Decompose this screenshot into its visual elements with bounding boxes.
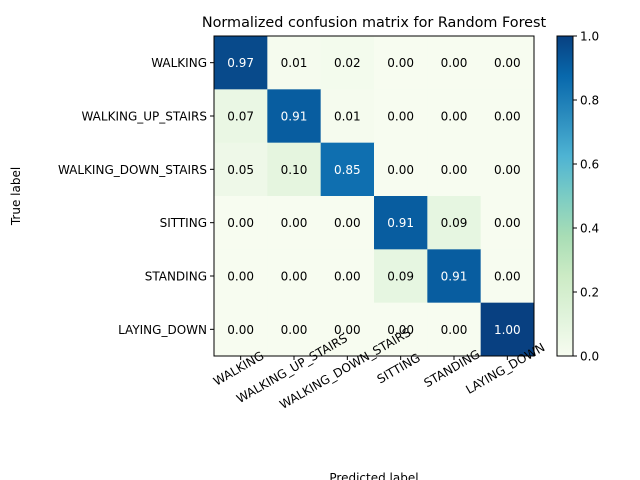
heatmap-cell (267, 196, 322, 250)
heatmap-cell (427, 36, 482, 90)
cell-value-label: 0.00 (441, 163, 468, 177)
heatmap-cell (374, 196, 428, 250)
heatmap-cell (214, 249, 268, 304)
heatmap-cell (480, 302, 535, 357)
cell-value-label: 0.00 (281, 216, 308, 230)
y-tick-label: LAYING_DOWN (118, 323, 207, 337)
y-axis-ticks: WALKING WALKING_UP_STAIRS WALKING_DOWN_STA… (58, 56, 214, 337)
y-tick-label: WALKING_DOWN_STAIRS (58, 163, 207, 177)
cell-value-label: 0.00 (494, 56, 521, 70)
heatmap-cell (320, 196, 375, 250)
cell-value-label: 0.05 (227, 163, 254, 177)
heatmap-cell (320, 142, 375, 197)
cell-value-label: 0.00 (227, 216, 254, 230)
cell-value-label: 0.91 (281, 110, 308, 124)
cell-value-label: 0.85 (334, 163, 361, 177)
cell-value-label: 0.00 (281, 323, 308, 337)
cell-value-labels: 0.97 0.01 0.02 0.00 0.00 0.00 0.07 0.91 0.01 0.00… (227, 56, 520, 337)
heatmap-cell (320, 302, 375, 357)
heatmap-cell (214, 89, 268, 144)
cell-value-label: 0.00 (494, 110, 521, 124)
cell-value-label: 0.00 (441, 56, 468, 70)
cell-value-label: 0.00 (494, 270, 521, 284)
heatmap-cell (214, 142, 268, 197)
colorbar-tick-label: 0.2 (580, 286, 599, 300)
cell-value-label: 0.00 (281, 270, 308, 284)
chart-title: Normalized confusion matrix for Random F… (202, 15, 547, 31)
heatmap-cell (267, 89, 322, 144)
colorbar-tick-label: 1.0 (580, 30, 599, 44)
y-tick-label: WALKING (151, 56, 207, 70)
cell-value-label: 0.97 (227, 56, 254, 70)
heatmap-cell (480, 196, 535, 250)
x-axis-label: Predicted label (329, 471, 418, 480)
heatmap-cell (320, 36, 375, 90)
heatmap-cell (374, 249, 428, 304)
cell-value-label: 0.01 (334, 110, 361, 124)
colorbar (556, 35, 574, 357)
cell-value-label: 0.00 (387, 323, 414, 337)
heatmap-cell (480, 36, 535, 90)
cell-value-label: 0.00 (387, 56, 414, 70)
heatmap-cell (267, 142, 322, 197)
cell-value-label: 0.00 (494, 163, 521, 177)
heatmap-cell (480, 249, 535, 304)
cell-value-label: 0.00 (227, 323, 254, 337)
cell-value-label: 0.00 (387, 110, 414, 124)
y-axis-label: True label (9, 167, 23, 226)
cell-value-label: 0.00 (494, 216, 521, 230)
heatmap-cell (214, 36, 268, 90)
y-tick-label: WALKING_UP_STAIRS (81, 110, 207, 124)
colorbar-tick-label: 0.0 (580, 350, 599, 364)
cell-value-label: 0.01 (281, 56, 308, 70)
heatmap-cell (374, 302, 428, 357)
cell-value-label: 0.91 (441, 270, 468, 284)
cell-value-label: 0.00 (334, 323, 361, 337)
cell-value-label: 0.00 (334, 216, 361, 230)
heatmap-cell (320, 249, 375, 304)
heatmap-cell (267, 36, 322, 90)
heatmap-cell (427, 142, 482, 197)
heatmap-cell (267, 249, 322, 304)
heatmap-cell (214, 302, 268, 357)
cell-value-label: 0.00 (387, 163, 414, 177)
heatmap-cell (320, 89, 375, 144)
heatmap-cell (427, 249, 482, 304)
heatmap-cell (374, 89, 428, 144)
heatmap-cells (214, 36, 535, 357)
colorbar-tick-label: 0.8 (580, 94, 599, 108)
heatmap-cell (427, 89, 482, 144)
cell-value-label: 0.00 (441, 110, 468, 124)
cell-value-label: 0.00 (334, 270, 361, 284)
heatmap-cell (480, 142, 535, 197)
cell-value-label: 0.10 (281, 163, 308, 177)
heatmap-cell (267, 302, 322, 357)
heatmap-cell (480, 89, 535, 144)
cell-value-label: 0.09 (387, 270, 414, 284)
y-tick-label: STANDING (145, 270, 207, 284)
cell-value-label: 0.09 (441, 216, 468, 230)
plot-frame (213, 35, 535, 357)
cell-value-label: 0.91 (387, 216, 414, 230)
colorbar-tick-label: 0.4 (580, 222, 599, 236)
heatmap-cell (374, 142, 428, 197)
heatmap-cell (214, 196, 268, 250)
cell-value-label: 1.00 (494, 323, 521, 337)
y-tick-label: SITTING (160, 216, 207, 230)
heatmap-cell (374, 36, 428, 90)
heatmap-cell (427, 302, 482, 357)
cell-value-label: 0.00 (441, 323, 468, 337)
cell-value-label: 0.07 (227, 110, 254, 124)
colorbar-ticks: 0.0 0.2 0.4 0.6 0.8 1.0 (573, 30, 599, 364)
heatmap-cell (427, 196, 482, 250)
cell-value-label: 0.00 (227, 270, 254, 284)
colorbar-tick-label: 0.6 (580, 158, 599, 172)
cell-value-label: 0.02 (334, 56, 361, 70)
